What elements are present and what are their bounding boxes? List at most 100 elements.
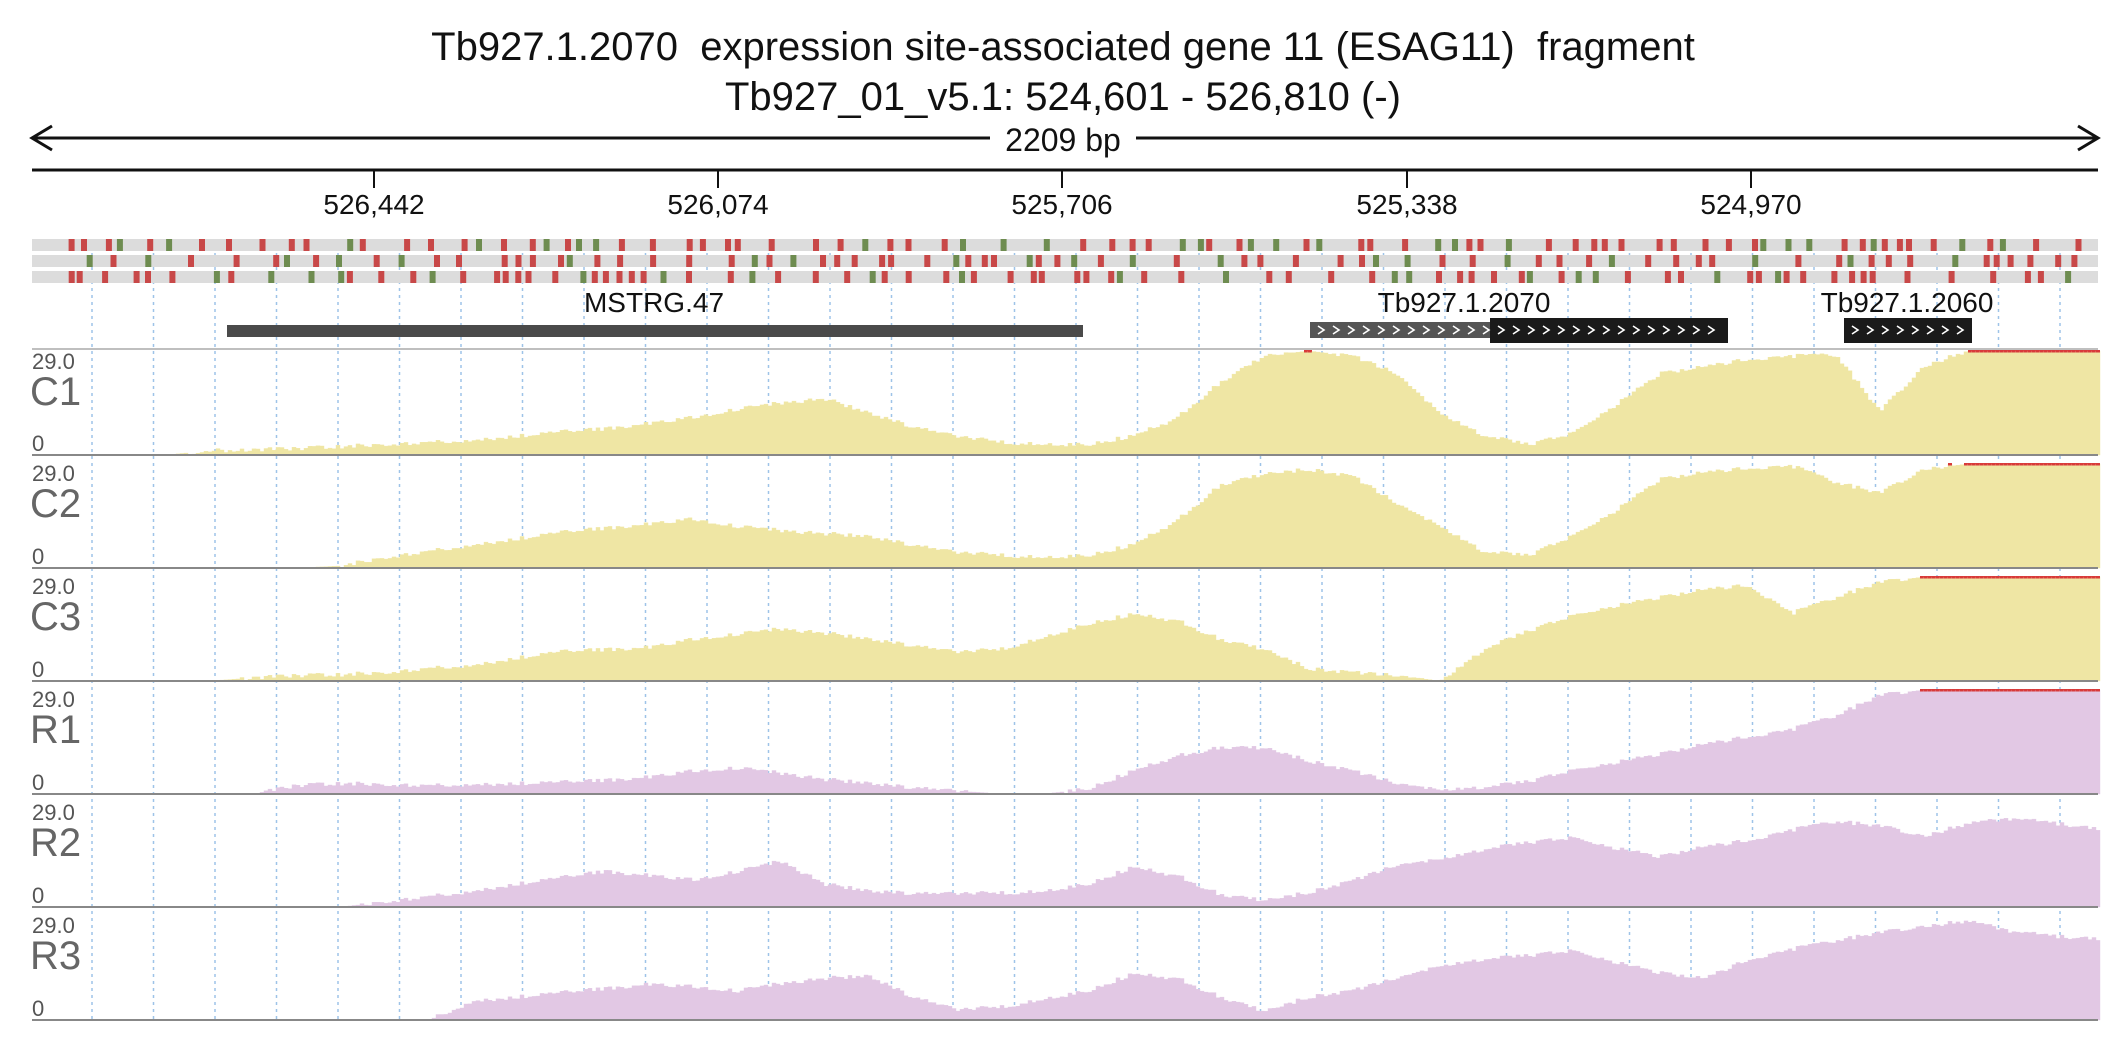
coverage-bar [867, 412, 873, 456]
coverage-bar [671, 775, 677, 795]
coverage-bar [991, 649, 997, 682]
track-name-r1: R1 [30, 708, 81, 752]
coverage-bar [1523, 442, 1529, 456]
coverage-bar [747, 767, 753, 795]
coverage-bar [555, 532, 561, 569]
coverage-bar [379, 784, 385, 795]
clipped-marker [1924, 576, 1928, 579]
clipped-marker [1988, 576, 1992, 579]
coverage-bar [947, 649, 953, 682]
coverage-bar [1499, 551, 1505, 569]
coverage-bar [1287, 895, 1293, 908]
coverage-bar [1531, 445, 1537, 456]
coverage-bar [1951, 465, 1957, 569]
coverage-bar [1015, 646, 1021, 682]
coverage-bar [1311, 998, 1317, 1021]
coverage-bar [907, 546, 913, 569]
coverage-bar [1715, 843, 1721, 908]
coverage-bar [699, 520, 705, 569]
coverage-bar [995, 442, 1001, 456]
variant-mark [1747, 271, 1754, 283]
coverage-bar [2019, 463, 2025, 569]
coverage-bar [1767, 834, 1773, 908]
coverage-bar [363, 446, 369, 456]
clipped-marker [2040, 463, 2044, 466]
coverage-bar [831, 778, 837, 795]
coverage-bar [555, 992, 561, 1021]
coverage-bar [1791, 614, 1797, 682]
coverage-bar [575, 650, 581, 682]
coverage-bar [1095, 441, 1101, 456]
coverage-bar [1295, 755, 1301, 795]
coverage-bar [895, 641, 901, 682]
coverage-bar [1279, 472, 1285, 569]
coverage-bar [2043, 463, 2049, 569]
coverage-bar [1943, 924, 1949, 1021]
coverage-bar [1907, 929, 1913, 1021]
coverage-bar [1839, 823, 1845, 908]
coverage-bar [1807, 354, 1813, 456]
coverage-bar [1971, 576, 1977, 682]
coverage-bar [1303, 668, 1309, 682]
coverage-bar [391, 785, 397, 795]
coverage-bar [1107, 620, 1113, 682]
coverage-bar [1187, 510, 1193, 569]
coverage-bar [411, 554, 417, 569]
coverage-bar [1075, 884, 1081, 908]
coverage-bar [1355, 671, 1361, 682]
variant-mark [1266, 271, 1273, 283]
variant-mark [1217, 255, 1224, 267]
coverage-bar [807, 874, 813, 908]
coverage-bar [899, 785, 905, 795]
coverage-bar [931, 1002, 937, 1021]
coverage-bar [935, 894, 941, 908]
coverage-bar [603, 870, 609, 908]
coverage-bar [1507, 552, 1513, 569]
coverage-bar [1767, 732, 1773, 795]
coverage-bar [551, 432, 557, 456]
coverage-bar [359, 672, 365, 682]
coverage-bar [411, 670, 417, 682]
coverage-bar [459, 667, 465, 682]
coverage-bar [491, 1001, 497, 1021]
coverage-bar [703, 520, 709, 569]
variant-mark [1755, 271, 1762, 283]
coverage-bar [1255, 749, 1261, 795]
coverage-bar [1655, 756, 1661, 795]
coverage-bar [1703, 472, 1709, 569]
coverage-bar [527, 883, 533, 908]
coverage-bar [1511, 555, 1517, 569]
coverage-bar [1563, 540, 1569, 569]
coverage-bar [1503, 844, 1509, 908]
coverage-bar [1227, 749, 1233, 795]
clipped-marker [2052, 576, 2056, 579]
coverage-bar [1903, 480, 1909, 569]
coverage-bar [2051, 463, 2057, 569]
coverage-track-r1: 29.0 R1 0 [30, 687, 2101, 795]
coverage-bar [423, 896, 429, 908]
coverage-bar [1707, 364, 1713, 456]
coverage-bar [859, 977, 865, 1021]
coverage-bar [463, 784, 469, 795]
coverage-bar [1251, 475, 1257, 569]
coverage-bar [1855, 588, 1861, 682]
clipped-marker [1948, 576, 1952, 579]
coverage-bar [1099, 621, 1105, 682]
coverage-bar [967, 1009, 973, 1021]
clipped-marker [1928, 689, 1932, 692]
coverage-bar [1835, 596, 1841, 682]
coverage-bar [731, 636, 737, 682]
coverage-bar [1275, 752, 1281, 795]
coverage-bar [1619, 602, 1625, 682]
coverage-bar [1619, 847, 1625, 908]
coverage-bar [1983, 689, 1989, 795]
coverage-bar [543, 432, 549, 456]
coverage-bar [591, 990, 597, 1021]
coverage-bar [2043, 820, 2049, 908]
coverage-bar [1195, 505, 1201, 569]
coverage-bar [975, 438, 981, 456]
variant-mark [813, 239, 819, 251]
coverage-bar [1095, 879, 1101, 908]
coverage-bar [1887, 579, 1893, 682]
coverage-bar [1099, 442, 1105, 456]
